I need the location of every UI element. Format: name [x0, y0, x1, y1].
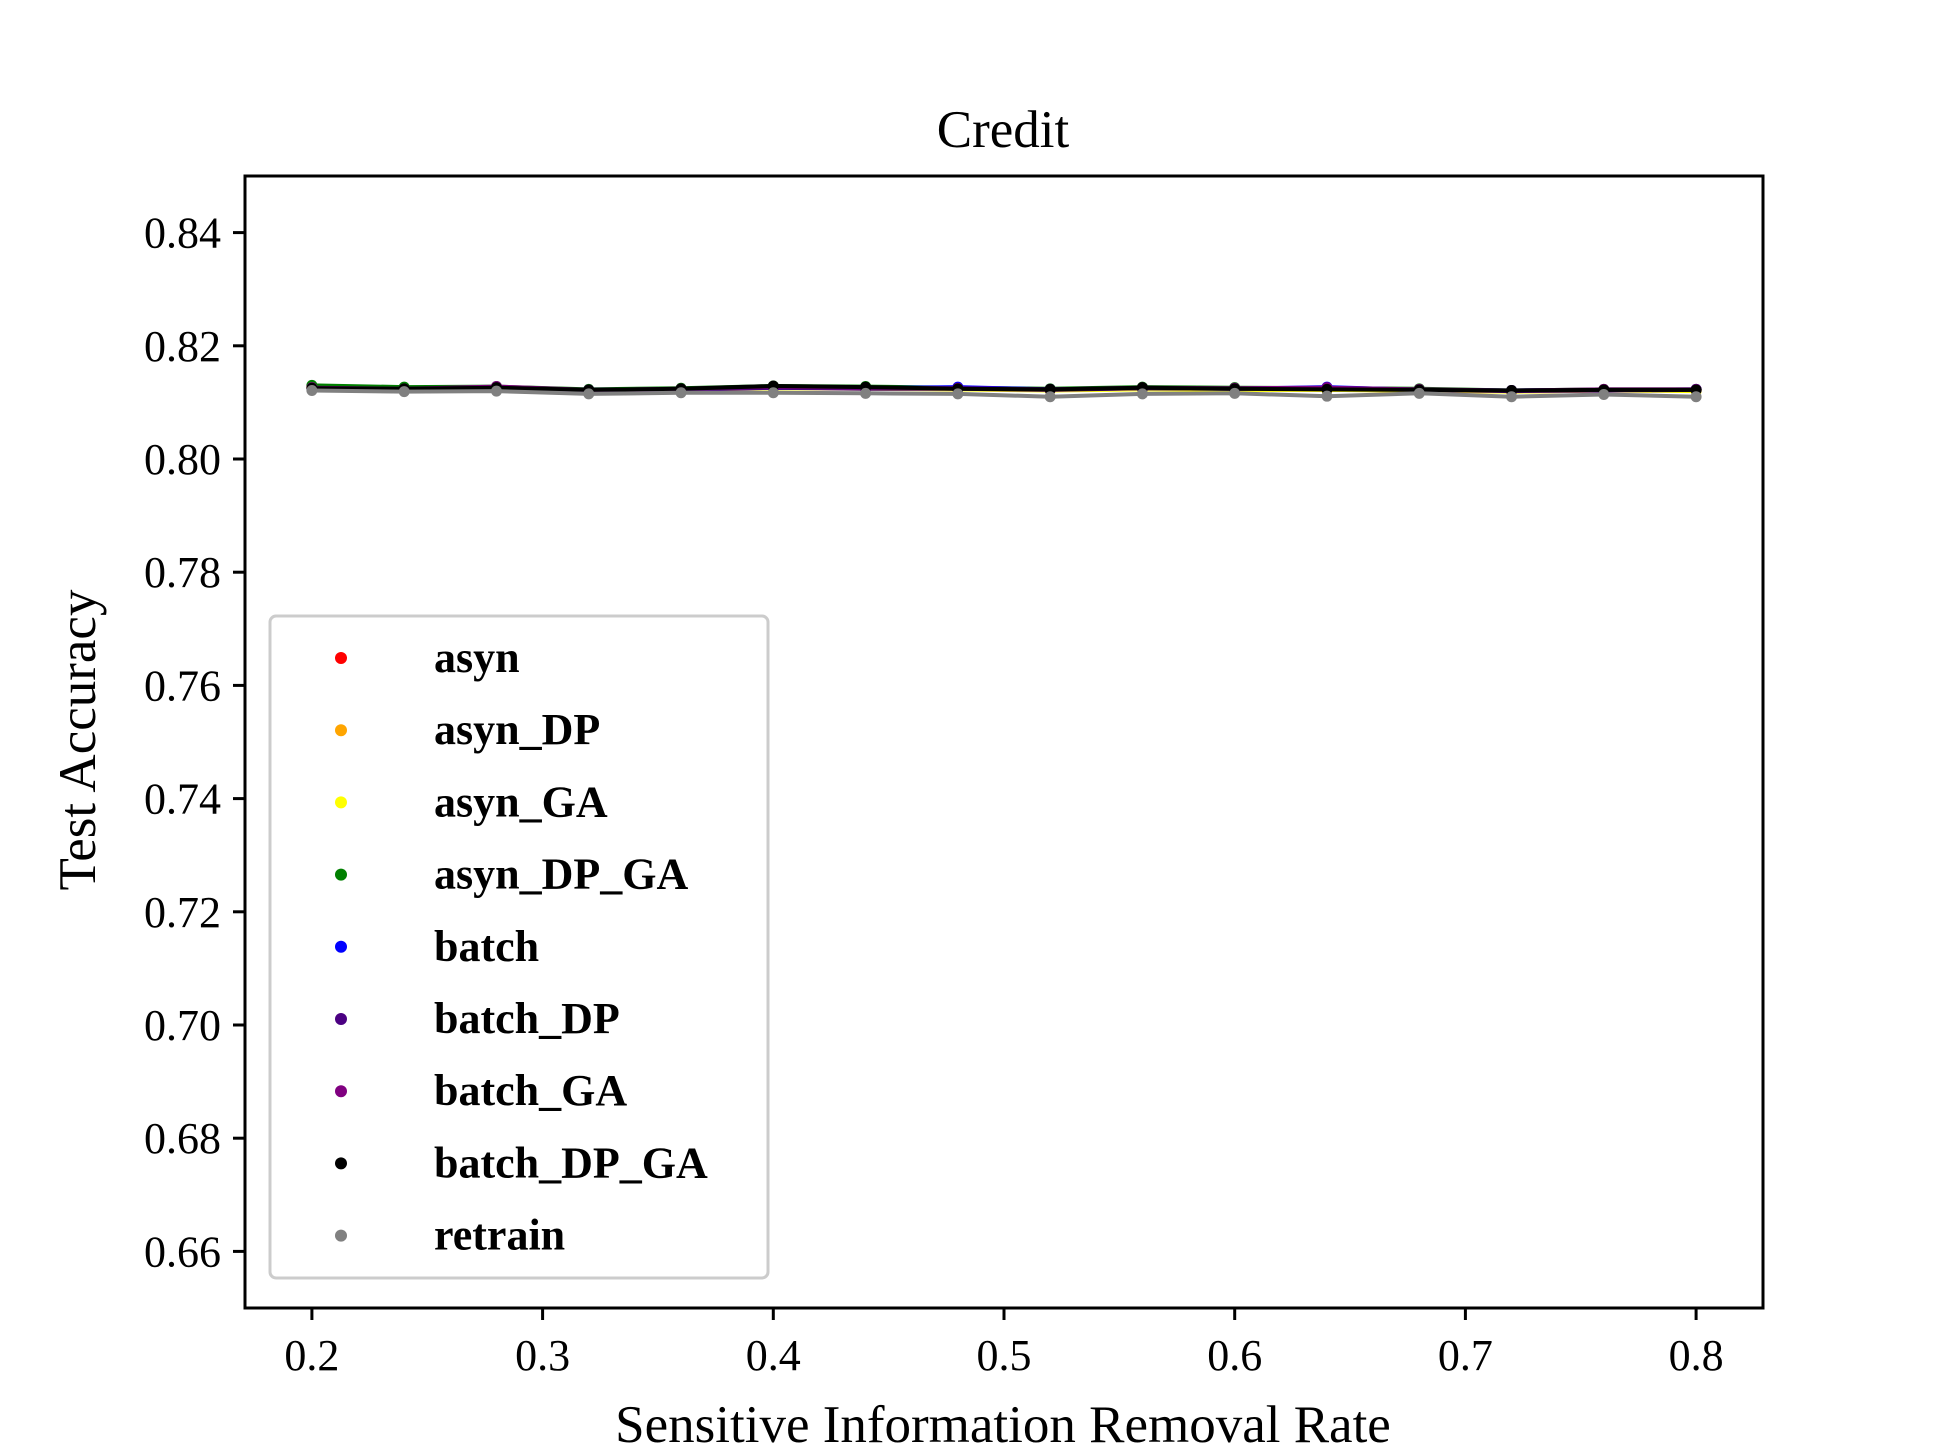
x-tick-label: 0.5: [977, 1331, 1032, 1380]
data-point: [1506, 391, 1518, 403]
y-tick-label: 0.76: [144, 661, 221, 710]
data-point: [1044, 391, 1056, 403]
legend-item: batch: [335, 922, 539, 971]
y-tick-label: 0.70: [144, 1001, 221, 1050]
legend-marker: [335, 1013, 347, 1025]
x-tick-label: 0.8: [1669, 1331, 1724, 1380]
data-point: [952, 388, 964, 400]
legend-label: batch_DP: [434, 994, 620, 1043]
legend-label: asyn_GA: [434, 777, 608, 826]
y-tick-label: 0.68: [144, 1114, 221, 1163]
y-tick-label: 0.66: [144, 1227, 221, 1276]
series-line: [311, 388, 1697, 399]
x-tick-label: 0.2: [284, 1331, 339, 1380]
data-point: [1229, 387, 1241, 399]
y-axis: 0.66 0.68 0.70 0.72 0.74 0.76 0.78 0.80 0.82 0.84: [144, 209, 245, 1276]
legend-item: asyn_GA: [335, 777, 608, 826]
legend-item: batch_DP: [335, 994, 620, 1043]
data-point: [490, 385, 502, 397]
legend-label: retrain: [434, 1211, 565, 1260]
legend-item: asyn: [335, 633, 520, 682]
legend-item: asyn_DP: [335, 705, 600, 754]
data-point: [1598, 388, 1610, 400]
x-tick-label: 0.3: [515, 1331, 570, 1380]
data-point: [398, 386, 410, 398]
legend-label: asyn: [434, 633, 520, 682]
legend-label: asyn_DP_GA: [434, 850, 688, 899]
data-point: [675, 387, 687, 399]
data-point: [1136, 388, 1148, 400]
data-point: [583, 388, 595, 400]
legend-marker: [335, 724, 347, 737]
data-point: [767, 387, 779, 399]
x-axis-label: Sensitive Information Removal Rate: [615, 1396, 1391, 1453]
y-tick-label: 0.84: [144, 209, 221, 258]
data-point: [1321, 390, 1333, 402]
y-tick-label: 0.72: [144, 888, 221, 937]
legend-item: asyn_DP_GA: [335, 850, 688, 899]
x-tick-label: 0.6: [1207, 1331, 1262, 1380]
legend-marker: [335, 1085, 347, 1098]
legend-box: [268, 614, 770, 1280]
legend-item: batch_GA: [335, 1066, 627, 1115]
data-point: [860, 387, 872, 399]
y-tick-label: 0.74: [144, 775, 221, 824]
y-tick-label: 0.80: [144, 435, 221, 484]
legend-label: batch_DP_GA: [434, 1138, 708, 1187]
legend-label: batch_GA: [434, 1066, 627, 1115]
legend-label: asyn_DP: [434, 705, 600, 754]
y-axis-label: Test Accuracy: [49, 589, 107, 890]
y-tick-label: 0.82: [144, 322, 221, 371]
legend-item: retrain: [335, 1211, 565, 1260]
legend-item: batch_DP_GA: [335, 1138, 708, 1187]
legend-label: batch: [434, 922, 539, 971]
legend-marker: [335, 1157, 347, 1170]
legend-marker: [335, 1229, 347, 1242]
data-point: [1413, 387, 1425, 399]
data-point: [306, 385, 318, 397]
legend-marker: [335, 652, 347, 664]
data-point: [1690, 391, 1702, 403]
series-retrain: [306, 385, 1702, 403]
x-axis: 0.2 0.3 0.4 0.5 0.6 0.7 0.8: [284, 1308, 1724, 1380]
series-line: [311, 384, 1697, 393]
plot-area: [306, 379, 1702, 403]
x-tick-label: 0.7: [1438, 1331, 1493, 1380]
legend-marker: [335, 796, 347, 809]
chart-title: Credit: [937, 101, 1070, 159]
legend-marker: [335, 868, 347, 881]
y-tick-label: 0.78: [144, 548, 221, 597]
legend-marker: [335, 940, 347, 953]
x-tick-label: 0.4: [746, 1331, 801, 1380]
